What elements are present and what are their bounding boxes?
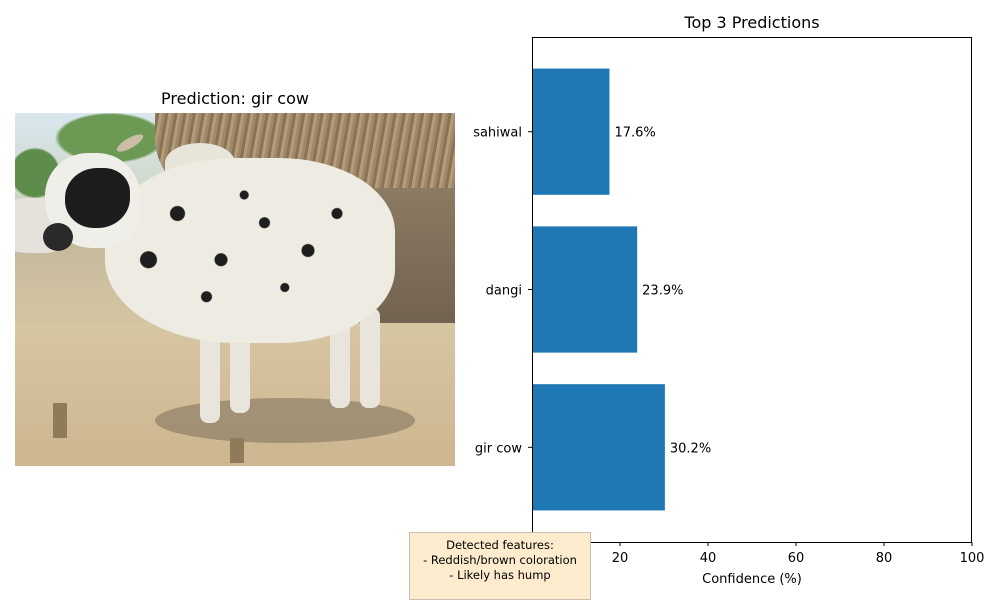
wooden-post-shape bbox=[53, 403, 67, 438]
chart-title: Top 3 Predictions bbox=[684, 13, 820, 32]
x-tick-label: 40 bbox=[700, 551, 717, 566]
bars-layer: 30.2% 23.9% 17.6% bbox=[532, 68, 711, 511]
x-tick-label: 100 bbox=[960, 551, 985, 566]
x-tick-label: 60 bbox=[788, 551, 805, 566]
x-tick-label: 80 bbox=[876, 551, 893, 566]
bar-dangi bbox=[532, 226, 638, 353]
y-tick-label: gir cow bbox=[475, 441, 522, 456]
wooden-post-shape bbox=[230, 438, 244, 463]
bar-value-label: 30.2% bbox=[670, 441, 711, 456]
bar-value-label: 17.6% bbox=[614, 126, 655, 141]
cow-photo bbox=[15, 113, 455, 466]
y-tick-label: dangi bbox=[486, 284, 522, 299]
bar-sahiwal bbox=[532, 68, 610, 195]
x-tick-label: 20 bbox=[612, 551, 629, 566]
y-tick-label: sahiwal bbox=[473, 126, 522, 141]
plot-frame bbox=[532, 37, 972, 543]
bar-gir-cow bbox=[532, 384, 665, 511]
cow-leg-shape bbox=[230, 333, 250, 413]
prediction-title: Prediction: gir cow bbox=[161, 89, 309, 108]
features-heading: Detected features: bbox=[446, 538, 554, 552]
cow-face-patch-shape bbox=[65, 168, 130, 228]
cow-leg-shape bbox=[200, 333, 220, 423]
feature-line: - Likely has hump bbox=[449, 568, 551, 582]
cow-leg-shape bbox=[330, 313, 350, 408]
feature-line: - Reddish/brown coloration bbox=[423, 553, 577, 567]
x-axis-label: Confidence (%) bbox=[702, 572, 802, 587]
bar-value-label: 23.9% bbox=[642, 284, 683, 299]
cow-body-shape bbox=[105, 158, 395, 343]
cow-muzzle-shape bbox=[43, 223, 73, 251]
cow-leg-shape bbox=[360, 308, 380, 408]
axis-layer: gir cowdangisahiwal020406080100 bbox=[473, 126, 984, 566]
detected-features-box: Detected features: - Reddish/brown color… bbox=[409, 532, 591, 600]
